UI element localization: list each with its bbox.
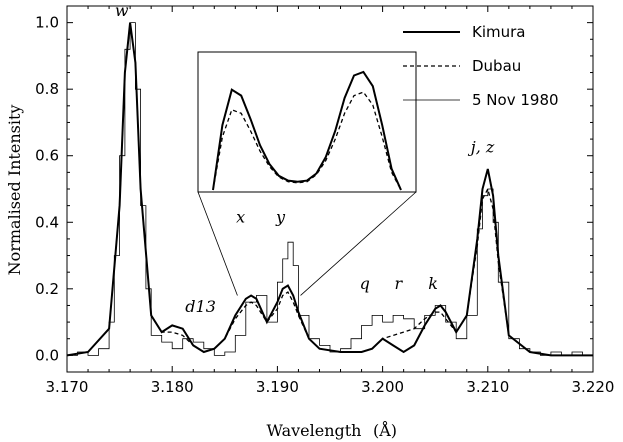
peak-label: w [115,1,129,20]
legend-label: 5 Nov 1980 [472,91,559,109]
legend: Kimura Dubau 5 Nov 1980 [403,23,559,109]
x-axis-unit: (Å) [373,420,397,440]
legend-label: Dubau [472,57,521,75]
series-line-observed [67,22,593,356]
peak-label: r [395,274,404,293]
axis-ticks: 3.170 3.180 3.190 3.200 3.210 3.220 0.0 0.2 0.4 0… [35,6,614,396]
peak-label: y [275,207,286,226]
annotations: w d13 x y q r k j, z [115,1,495,316]
series-line-dubau [66,22,593,357]
y-tick-label: 0.4 [35,213,59,231]
x-axis-title: Wavelength [267,421,362,440]
peak-label: j, z [468,137,495,156]
y-tick-label: 1.0 [35,14,59,32]
inset-line-kimura [212,70,402,191]
y-tick-label: 0.6 [35,147,59,165]
x-tick-label: 3.170 [46,378,89,396]
peak-label: x [236,207,245,226]
y-tick-label: 0.0 [35,346,59,364]
inset-connector-right [300,191,417,296]
peak-label: q [360,274,370,293]
x-tick-label: 3.220 [572,378,615,396]
peak-label: d13 [185,297,216,316]
y-axis-title: Normalised Intensity [5,105,24,276]
inset-frame [197,51,417,193]
y-tick-label: 0.2 [35,280,59,298]
x-tick-label: 3.190 [256,378,299,396]
y-tick-label: 0.8 [35,80,59,98]
x-tick-label: 3.210 [466,378,509,396]
series-layer [66,22,593,357]
inset-line-dubau [212,91,402,191]
legend-label: Kimura [472,23,525,41]
inset-connector-left [197,191,238,296]
x-tick-label: 3.180 [151,378,194,396]
inset [197,51,417,296]
x-tick-label: 3.200 [361,378,404,396]
peak-label: k [428,274,438,293]
